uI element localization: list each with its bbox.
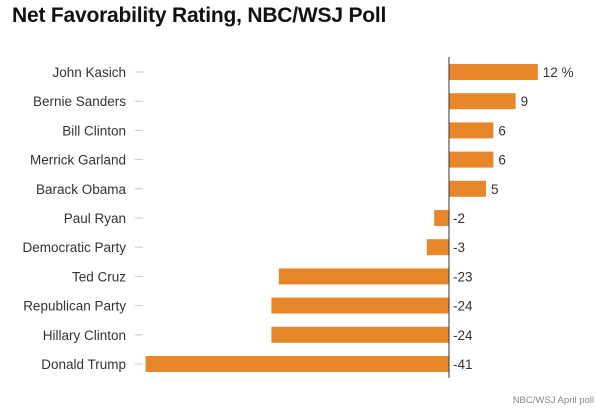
source-note: NBC/WSJ April poll (512, 395, 594, 406)
category-label-hillary-clinton: Hillary Clinton (43, 328, 126, 343)
bar-republican-party (271, 297, 449, 314)
bar-paul-ryan (434, 210, 449, 226)
bar-ted-cruz (278, 268, 449, 285)
category-label-bernie-sanders: Bernie Sanders (33, 94, 126, 109)
category-label-bill-clinton: Bill Clinton (62, 123, 126, 138)
value-label-merrick-garland: 6 (498, 153, 506, 168)
bars (145, 64, 538, 372)
bar-merrick-garland (449, 151, 494, 168)
value-label-ted-cruz: -23 (453, 269, 473, 284)
bar-barack-obama (449, 180, 486, 197)
value-label-republican-party: -24 (453, 299, 473, 314)
bar-bernie-sanders (449, 93, 516, 110)
value-label-democratic-party: -3 (453, 240, 465, 255)
value-label-donald-trump: -41 (453, 357, 473, 372)
bar-democratic-party (426, 239, 449, 256)
value-label-hillary-clinton: -24 (453, 328, 473, 343)
bar-john-kasich (449, 64, 538, 80)
category-label-donald-trump: Donald Trump (41, 357, 126, 372)
value-label-john-kasich: 12 % (543, 65, 574, 80)
category-labels: John Kasich Bernie Sanders Bill Clinton Mer… (22, 65, 126, 372)
bar-hillary-clinton (271, 326, 449, 343)
category-label-john-kasich: John Kasich (52, 65, 126, 80)
value-label-bill-clinton: 6 (498, 123, 506, 138)
category-label-ted-cruz: Ted Cruz (72, 269, 126, 284)
chart-title: Net Favorability Rating, NBC/WSJ Poll (12, 4, 387, 27)
category-label-barack-obama: Barack Obama (36, 182, 127, 197)
category-label-democratic-party: Democratic Party (22, 240, 126, 255)
value-label-paul-ryan: -2 (453, 211, 465, 226)
value-label-barack-obama: 5 (491, 182, 499, 197)
category-label-merrick-garland: Merrick Garland (30, 153, 126, 168)
category-ticks (135, 71, 143, 365)
value-label-bernie-sanders: 9 (521, 94, 529, 109)
bar-donald-trump (145, 356, 449, 372)
bar-bill-clinton (449, 122, 494, 139)
category-label-republican-party: Republican Party (23, 299, 126, 314)
category-label-paul-ryan: Paul Ryan (64, 211, 126, 226)
